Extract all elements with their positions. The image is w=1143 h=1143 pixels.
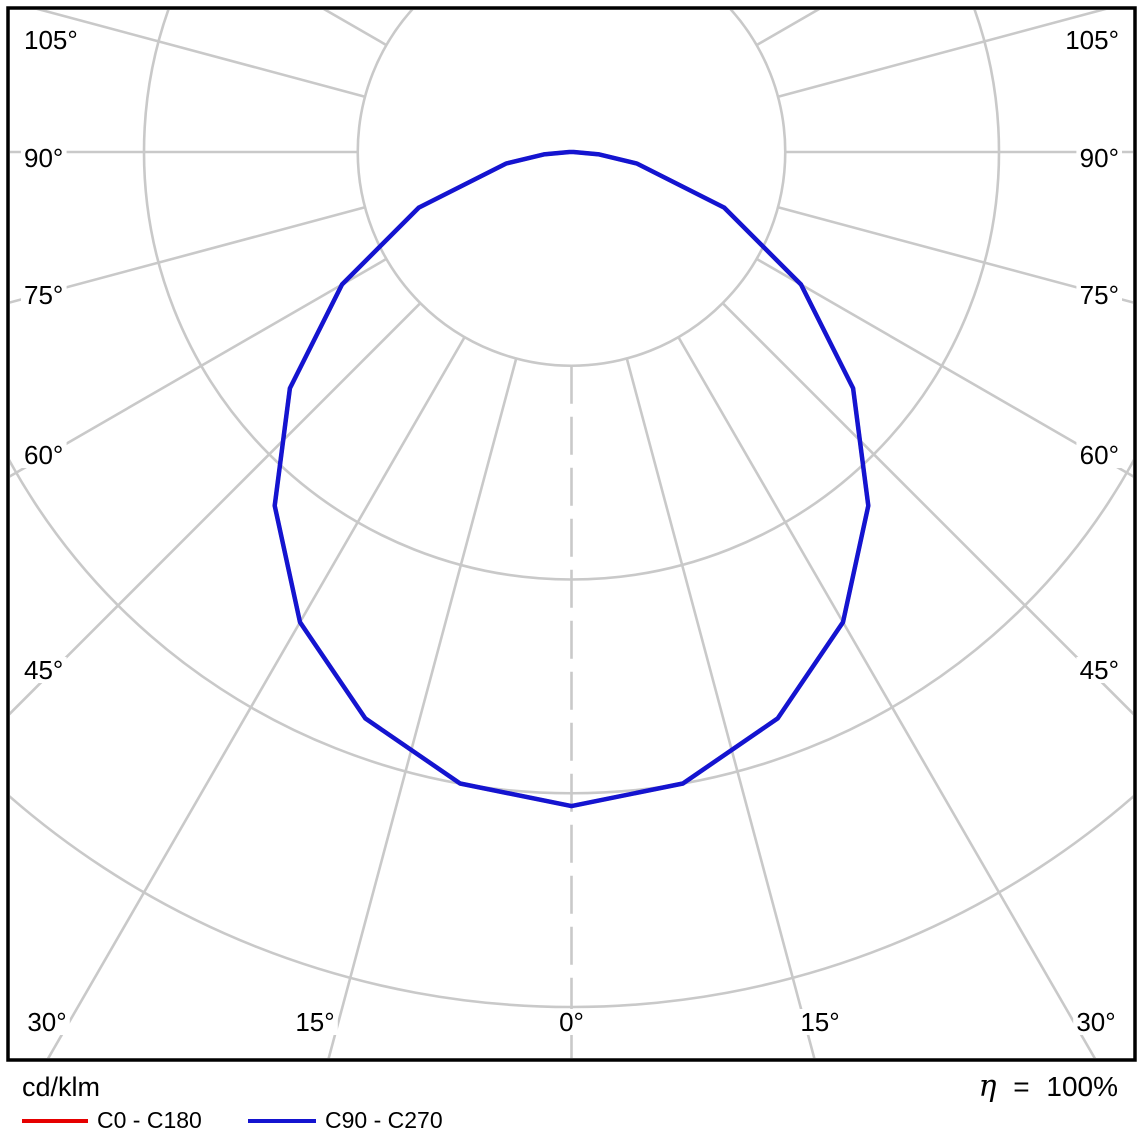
grid-ray: [327, 358, 518, 1058]
angle-label-backing: [21, 442, 67, 468]
angle-label: 15°: [800, 1007, 839, 1037]
angle-label: 45°: [1080, 655, 1119, 685]
grid-ray: [755, 257, 1133, 478]
legend-entry-c90-c270: C90 - C270: [248, 1107, 443, 1133]
angle-label-backing: [1076, 145, 1122, 171]
curve-c90-c270: [272, 149, 871, 809]
grid-ray: [10, 257, 388, 478]
angle-label: 75°: [1080, 280, 1119, 310]
angle-label: 60°: [24, 440, 63, 470]
angle-label: 15°: [295, 1007, 334, 1037]
angle-label-backing: [21, 27, 80, 53]
angle-label-backing: [1073, 1009, 1119, 1035]
efficiency-readout: η = 100%: [978, 1069, 1118, 1104]
angle-label-backing: [292, 1009, 338, 1035]
legend-entry-c0-c180: C0 - C180: [22, 1107, 202, 1133]
angle-label: 60°: [1080, 440, 1119, 470]
angle-label-backing: [1076, 282, 1122, 308]
angle-label: 105°: [24, 25, 78, 55]
angle-label: 45°: [24, 655, 63, 685]
eta-value: 100%: [1046, 1071, 1118, 1102]
legend-label-c90-c270: C90 - C270: [325, 1107, 443, 1133]
grid-ray: [10, 206, 366, 304]
angle-label-backing: [21, 282, 67, 308]
plot-border: [6, 6, 1137, 1062]
angle-label-backing: [21, 657, 67, 683]
legend-label-c0-c180: C0 - C180: [97, 1107, 202, 1133]
grid-ray: [46, 336, 466, 1058]
legend: cd/klm η = 100% C0 - C180 C90 - C270: [22, 1069, 1118, 1133]
grid-ray: [777, 10, 1107, 98]
angle-label-backing: [555, 1009, 588, 1035]
angle-label: 75°: [24, 280, 63, 310]
angle-label: 105°: [1065, 25, 1119, 55]
angle-label: 90°: [24, 143, 63, 173]
eta-equals: =: [1013, 1071, 1029, 1102]
intensity-curves: [272, 149, 871, 809]
angle-label: 90°: [1080, 143, 1119, 173]
grid-ray: [777, 206, 1133, 304]
grid-ray: [36, 10, 366, 98]
grid-ray: [721, 302, 1133, 716]
angle-label-backing: [24, 1009, 70, 1035]
grid-ray: [10, 302, 422, 716]
eta-symbol: η: [978, 1069, 996, 1104]
angle-label-backing: [1076, 442, 1122, 468]
angle-label: 0°: [559, 1007, 584, 1037]
grid-ray: [677, 336, 1097, 1058]
unit-label: cd/klm: [22, 1072, 100, 1102]
angle-label: 30°: [27, 1007, 66, 1037]
angle-label-backing: [21, 145, 67, 171]
angle-label-backing: [1063, 27, 1122, 53]
angle-label-backing: [1076, 657, 1122, 683]
angle-labels: 105° 105° 90° 90° 75° 75° 60° 60° 45° 45° 30° 15° 0°…: [21, 25, 1122, 1037]
angle-label: 30°: [1076, 1007, 1115, 1037]
grid-ray: [625, 358, 816, 1058]
angle-label-backing: [797, 1009, 843, 1035]
